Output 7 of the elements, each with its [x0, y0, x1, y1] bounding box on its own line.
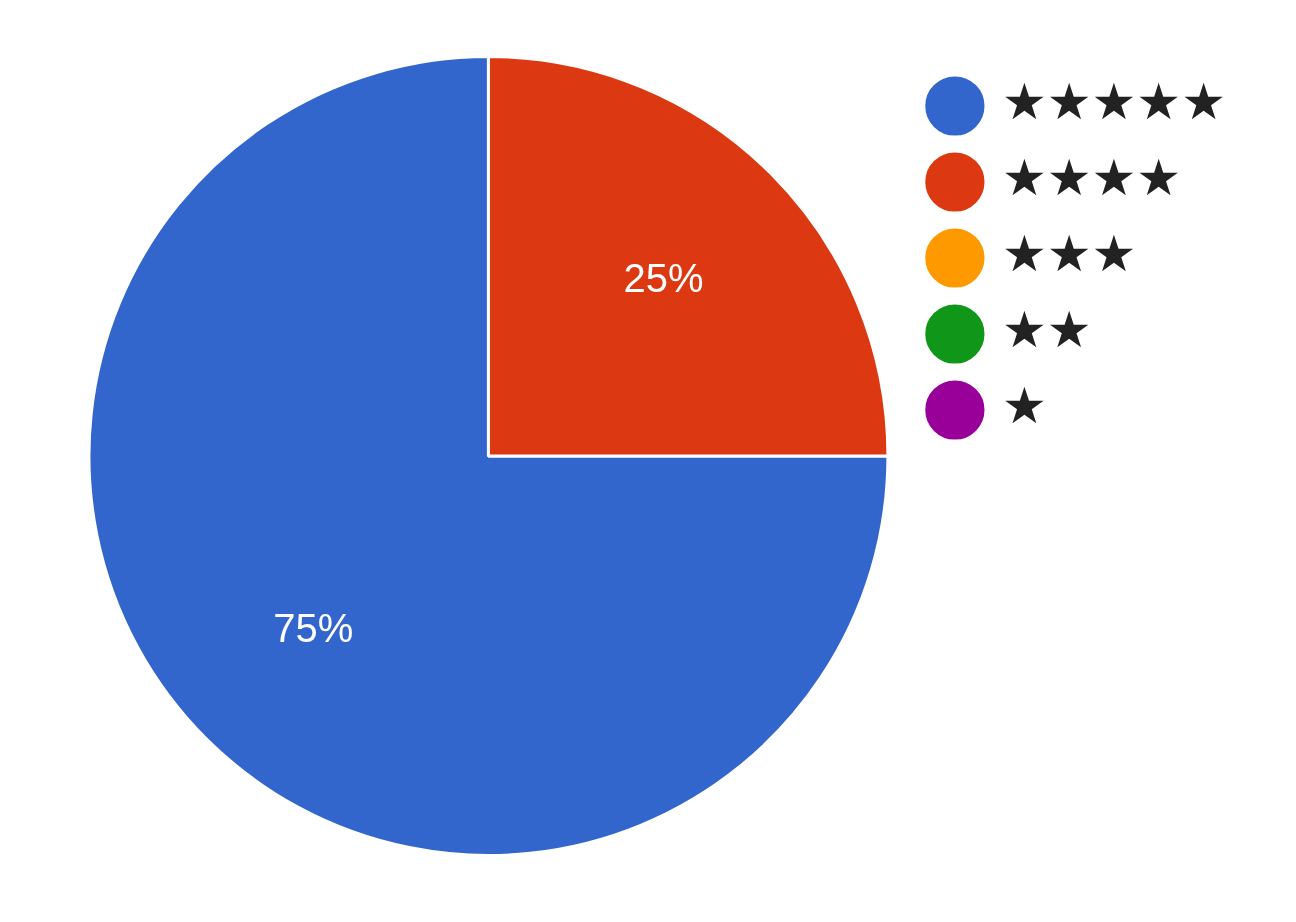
data-label: 25% [623, 255, 704, 300]
legend-label: ★★ [1001, 300, 1092, 359]
data-label: 75% [273, 606, 354, 651]
legend-label: ★★★ [1001, 224, 1137, 283]
legend-label: ★★★★ [1001, 148, 1182, 207]
legend-label: ★ [1001, 376, 1047, 435]
legend-label: ★★★★★ [1001, 72, 1226, 131]
